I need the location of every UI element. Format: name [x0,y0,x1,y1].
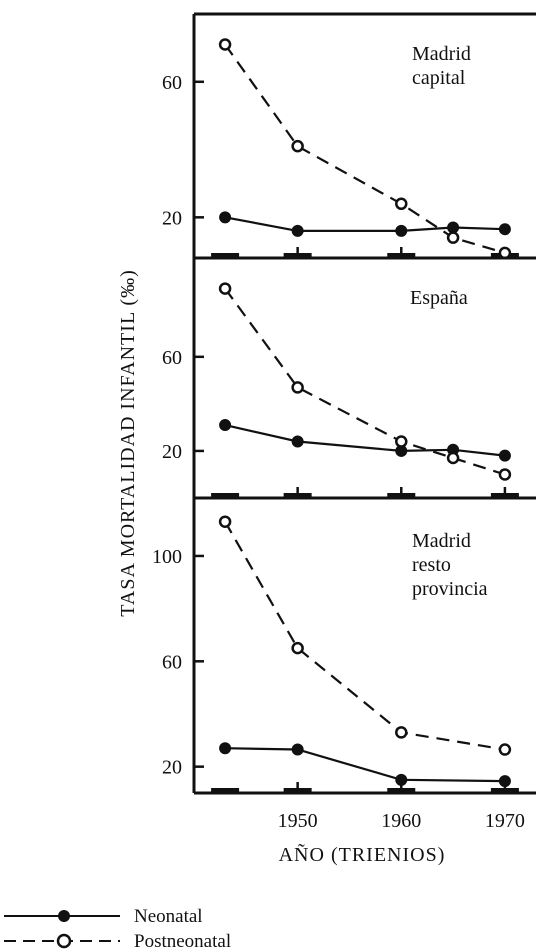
data-point-neonatal [219,742,232,755]
legend-item-neonatal: Neonatal [4,906,203,927]
data-point-neonatal [498,223,511,236]
y-tick-label: 100 [152,546,182,568]
y-tick-label: 20 [162,757,182,779]
data-point-postneonatal [395,435,408,448]
legend-label-neonatal: Neonatal [134,906,203,927]
y-tick-label: 20 [162,207,182,229]
x-tick-mark [211,493,240,498]
y-tick-label: 60 [162,347,182,369]
panel-title-line: Madrid [412,43,471,65]
data-point-neonatal [447,221,460,234]
data-point-neonatal [291,743,304,756]
y-tick-label: 60 [162,72,182,94]
panel-title-line: Madrid [412,530,471,552]
data-point-postneonatal [218,282,232,295]
legend-item-postneonatal: Postneonatal [4,931,231,952]
panel-title-line: España [410,287,468,309]
data-point-postneonatal [446,231,460,244]
panel-3: 20 60 100 Madrid resto provincia [152,496,536,795]
x-axis-title: AÑO (TRIENIOS) [279,842,446,866]
panel-1: 20 60 Madrid capital [162,12,536,260]
data-point-postneonatal [291,381,304,394]
y-tick-label: 20 [162,441,182,463]
data-point-neonatal [219,211,232,224]
data-point-postneonatal [218,515,232,528]
data-point-neonatal [291,224,304,237]
panel-2: 20 60 España [162,256,536,500]
data-point-postneonatal [291,139,304,153]
data-point-postneonatal [446,451,460,465]
series-line-postneonatal [224,521,506,751]
data-point-neonatal [395,773,408,786]
x-tick-label: 1970 [485,810,525,832]
series-line-neonatal [225,747,505,783]
series-line-neonatal [224,216,505,232]
data-point-neonatal [219,419,232,432]
x-tick-label: 1960 [381,810,421,832]
panel-title-line: resto [412,554,451,576]
data-point-postneonatal [498,246,512,260]
panel-title-line: provincia [412,578,488,600]
data-point-postneonatal [498,743,512,756]
legend-marker-neonatal [58,910,70,922]
data-point-neonatal [291,435,304,448]
data-point-postneonatal [218,38,232,51]
legend-marker-postneonatal [56,933,72,949]
series-line-neonatal [224,424,506,457]
panel-title: Madrid capital [412,43,471,89]
data-point-neonatal [498,449,511,462]
panel-title-line: capital [412,67,466,89]
data-point-postneonatal [291,641,304,655]
x-tick-mark [211,253,240,258]
data-point-postneonatal [498,468,512,481]
data-point-postneonatal [395,726,408,739]
x-tick-mark [211,788,240,793]
y-axis-title: TASA MORTALIDAD INFANTIL (‰) [117,269,139,616]
y-tick-label: 60 [162,651,182,673]
x-tick-label: 1950 [278,810,318,832]
panel-title: España [410,287,468,309]
data-point-postneonatal [395,197,408,211]
data-point-neonatal [395,224,408,237]
panel-title: Madrid resto provincia [412,530,488,600]
data-point-neonatal [498,775,511,788]
legend: Neonatal Postneonatal [4,906,231,952]
legend-label-postneonatal: Postneonatal [134,931,231,952]
